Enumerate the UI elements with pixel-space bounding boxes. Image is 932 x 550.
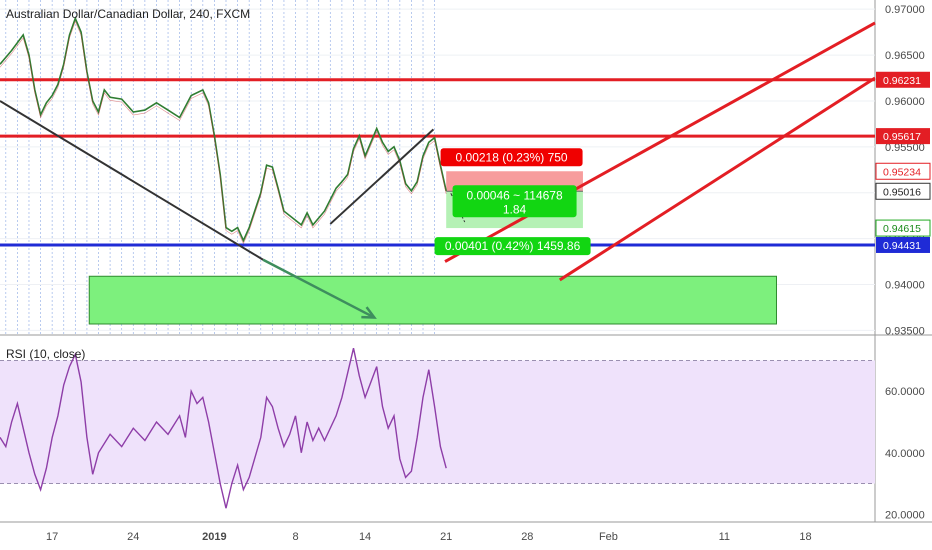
- trend-line: [444, 21, 876, 263]
- price-tick-label: 0.96500: [885, 50, 925, 62]
- chart-title: Australian Dollar/Canadian Dollar, 240, …: [6, 7, 250, 21]
- price-tick-label: 0.97000: [885, 4, 925, 16]
- time-tick-label: Feb: [599, 531, 618, 543]
- price-tick-label: 0.96000: [885, 96, 925, 108]
- time-tick-label: 14: [359, 531, 371, 543]
- stop-label-box: [440, 148, 583, 167]
- time-tick-label: 28: [521, 531, 533, 543]
- price-series-line: [0, 16, 447, 243]
- price-tag: 0.94615: [883, 223, 921, 235]
- demand-zone: [88, 275, 777, 325]
- price-series-shadow: [0, 20, 447, 245]
- target-label: 0.00401 (0.42%) 1459.86: [445, 239, 581, 253]
- time-tick-label: 24: [127, 531, 139, 543]
- stop-label: 0.00218 (0.23%) 750: [456, 150, 568, 164]
- mid-label-1: 0.00046 ~ 114678: [466, 188, 563, 202]
- price-tag: 0.95234: [883, 166, 921, 178]
- rsi-tick-label: 60.0000: [885, 386, 925, 398]
- price-tag: 0.95016: [883, 186, 921, 198]
- price-tick-label: 0.95500: [885, 142, 925, 154]
- time-tick-label: 8: [292, 531, 298, 543]
- time-tick-label: 17: [46, 531, 58, 543]
- level-tag: 0.94431: [883, 240, 921, 252]
- price-tag-box: [875, 182, 931, 200]
- price-tick-label: 0.93500: [885, 325, 925, 337]
- time-tick-label: 11: [719, 531, 730, 543]
- rsi-title: RSI (10, close): [6, 347, 85, 361]
- price-tag-box: [875, 162, 931, 180]
- trend-line: [0, 100, 264, 261]
- level-tag: 0.95617: [883, 131, 921, 143]
- trend-line: [329, 128, 435, 225]
- rsi-tick-label: 20.0000: [885, 509, 925, 521]
- level-tag-box: [876, 128, 930, 145]
- time-tick-label: 18: [799, 531, 811, 543]
- level-tag-box: [876, 71, 930, 88]
- price-tag-box: [875, 219, 931, 237]
- time-tick-label: 21: [440, 531, 452, 543]
- level-tag-box: [876, 236, 930, 253]
- price-tick-label: 0.94000: [885, 280, 925, 292]
- mid-label-box: [452, 185, 577, 218]
- target-label-box: [434, 237, 591, 256]
- mid-label-2: 1.84: [503, 202, 527, 216]
- projection-arrow-head: [361, 306, 377, 319]
- time-tick-label: 2019: [202, 531, 226, 543]
- rsi-tick-label: 40.0000: [885, 448, 925, 460]
- projection-arrow-line: [262, 258, 375, 319]
- rsi-line: [0, 348, 447, 509]
- level-tag: 0.96231: [883, 75, 921, 87]
- trend-line: [558, 76, 876, 282]
